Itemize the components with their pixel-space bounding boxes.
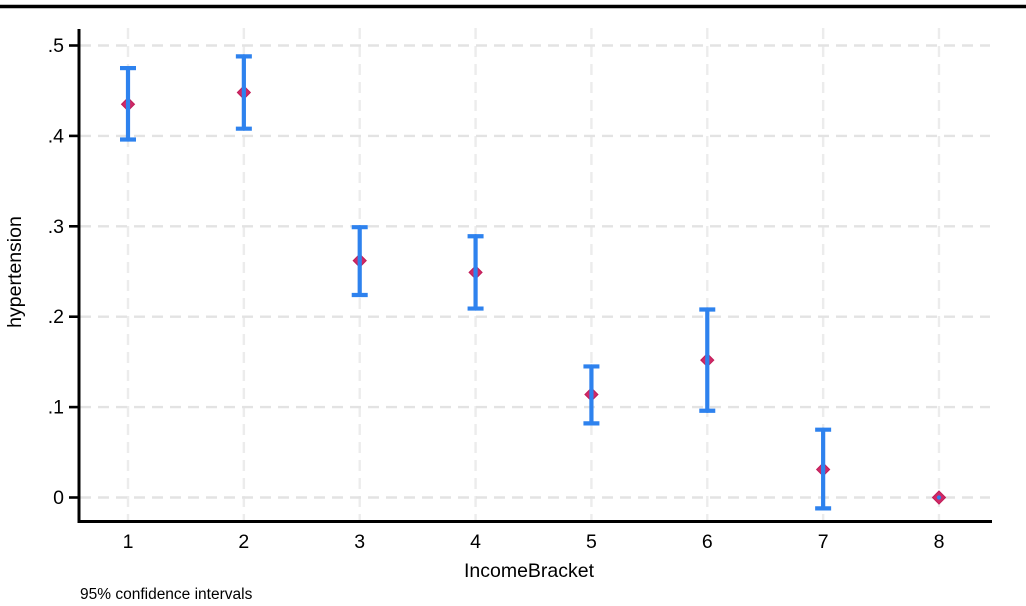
data-point: [235, 54, 252, 131]
x-tick-label: 1: [123, 531, 134, 553]
y-tick-label: .1: [48, 397, 64, 419]
x-tick-label: 8: [934, 531, 945, 553]
y-tick-label: .5: [48, 35, 64, 57]
chart-note: 95% confidence intervals: [80, 586, 253, 603]
data-point: [699, 307, 716, 413]
data-point: [351, 225, 368, 298]
data-point: [931, 490, 947, 505]
data-point: [583, 364, 600, 426]
y-tick-label: .3: [48, 216, 64, 238]
y-axis-title: hypertension: [4, 216, 26, 328]
data-point: [120, 65, 136, 142]
x-tick-label: 3: [354, 531, 365, 553]
y-tick-label: 0: [53, 487, 64, 509]
y-tick-label: .2: [48, 306, 64, 328]
x-tick-label: 4: [470, 531, 481, 553]
data-point: [815, 427, 832, 511]
y-axis-ticks: 0 .1 .2 .3 .4 .5: [48, 35, 78, 509]
data-points: [120, 54, 947, 511]
gridlines: [80, 28, 990, 520]
data-point: [467, 234, 484, 311]
x-tick-label: 7: [818, 531, 829, 553]
x-tick-label: 2: [238, 531, 249, 553]
y-tick-label: .4: [48, 125, 64, 147]
x-axis-ticks: 1 2 3 4 5 6 7 8: [123, 531, 945, 553]
x-tick-label: 6: [702, 531, 713, 553]
x-axis-title: IncomeBracket: [464, 560, 595, 582]
x-tick-label: 5: [586, 531, 597, 553]
